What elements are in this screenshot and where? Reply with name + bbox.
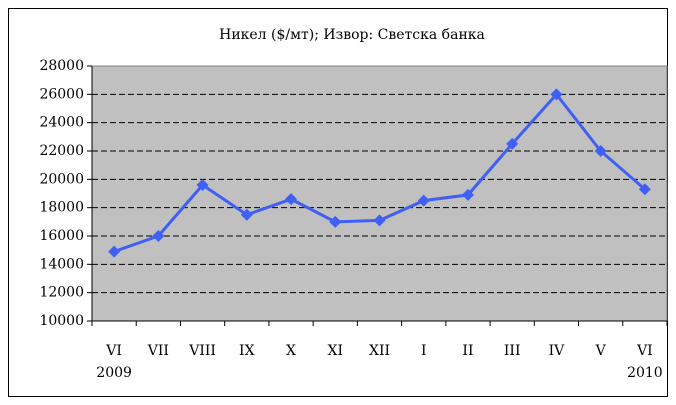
x-tick-label: II — [462, 343, 473, 359]
marker — [329, 215, 342, 228]
x-tick-label: I — [421, 343, 427, 359]
marker — [461, 188, 474, 201]
x-tick-label: X — [286, 343, 296, 359]
x-tick-label: VI — [105, 343, 122, 359]
marker — [594, 145, 607, 157]
y-tick-label: 18000 — [39, 200, 84, 216]
marker — [196, 179, 209, 191]
x-year-label: 2010 — [627, 365, 663, 381]
y-tick-label: 24000 — [39, 115, 84, 131]
marker — [417, 194, 430, 207]
marker — [373, 214, 386, 227]
marker — [506, 137, 519, 150]
marker — [638, 183, 651, 196]
x-tick-label: V — [595, 343, 607, 359]
x-tick-label: IX — [239, 343, 255, 359]
y-tick-label: 28000 — [39, 58, 84, 74]
y-tick-label: 14000 — [39, 256, 84, 272]
plot-area — [91, 65, 668, 322]
chart-title: Никел ($/мт); Извор: Светска банка — [219, 27, 485, 43]
x-tick-label: VII — [147, 343, 169, 359]
y-tick-label: 12000 — [39, 285, 84, 301]
x-year-label: 2009 — [96, 365, 132, 381]
x-tick-label: XII — [369, 343, 390, 359]
marker — [108, 245, 121, 258]
marker — [550, 88, 563, 101]
y-tick-label: 26000 — [39, 86, 84, 102]
x-tick-label: VIII — [188, 343, 216, 359]
y-tick-label: 22000 — [39, 143, 84, 159]
marker — [285, 193, 298, 206]
y-tick-label: 10000 — [39, 313, 84, 329]
x-tick-label: VI — [636, 343, 653, 359]
marker — [152, 230, 165, 242]
y-tick-label: 16000 — [39, 228, 84, 244]
x-tick-label: XI — [328, 343, 344, 359]
y-tick-label: 20000 — [39, 171, 84, 187]
x-tick-label: III — [504, 343, 521, 359]
marker — [240, 208, 253, 221]
x-tick-label: IV — [549, 343, 566, 359]
